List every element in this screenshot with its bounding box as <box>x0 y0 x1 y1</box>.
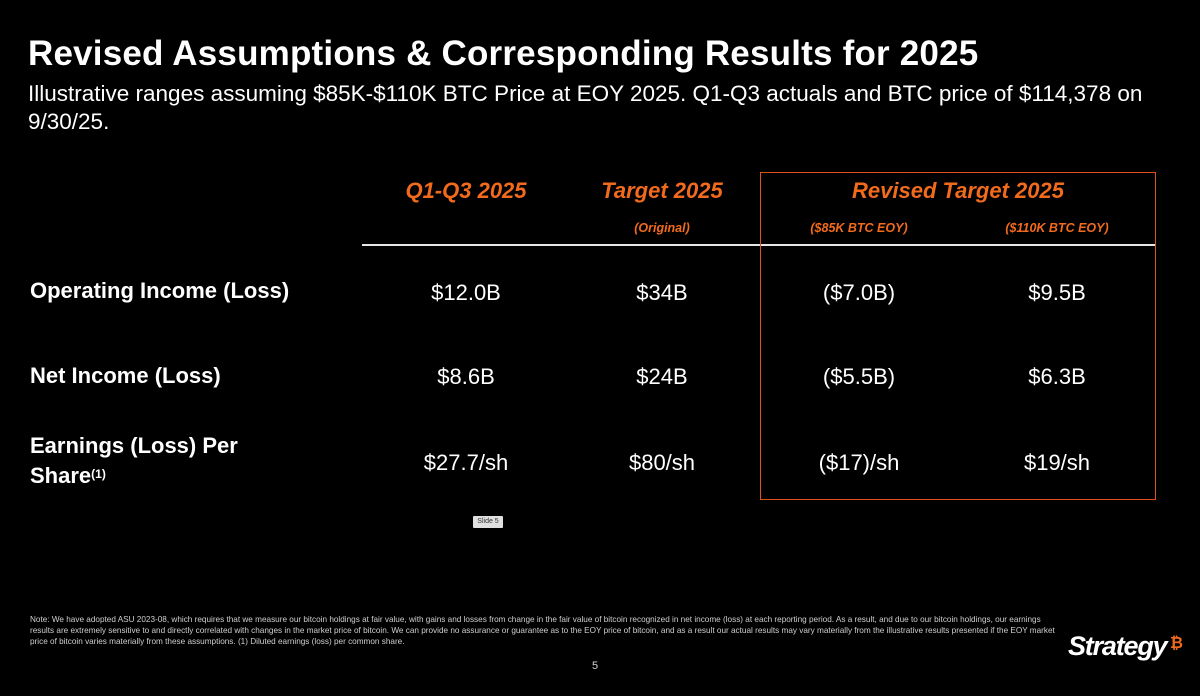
cell-net-85k: ($5.5B) <box>822 364 896 389</box>
slide-subtitle: Illustrative ranges assuming $85K-$110K … <box>28 81 1143 134</box>
row-label-eps-line1: Earnings (Loss) Per <box>30 433 238 458</box>
strategy-logo: Strategy <box>1068 631 1168 661</box>
col-subheader-original: (Original) <box>634 221 690 235</box>
cell-operating-target: $34B <box>636 280 688 305</box>
slide-tag: Slide 5 <box>473 516 503 528</box>
cell-eps-target: $80/sh <box>628 450 696 475</box>
col-subheader-110k: ($110K BTC EOY) <box>1005 221 1109 235</box>
revised-target-box <box>760 172 1156 500</box>
row-label-eps-line2: Share(1) <box>30 461 238 491</box>
header-divider <box>362 244 1156 246</box>
col-header-target: Target 2025 <box>601 178 723 203</box>
cell-operating-85k: ($7.0B) <box>822 280 896 305</box>
footnote-text: Note: We have adopted ASU 2023-08, which… <box>30 615 1055 647</box>
cell-net-target: $24B <box>636 364 688 389</box>
row-label-operating-income: Operating Income (Loss) <box>30 278 290 303</box>
cell-net-q1q3: $8.6B <box>437 364 495 389</box>
col-header-q1q3: Q1-Q3 2025 <box>405 178 527 203</box>
col-header-revised: Revised Target 2025 <box>852 178 1064 203</box>
footnote-ref: (1) <box>91 467 106 481</box>
cell-eps-q1q3: $27.7/sh <box>423 450 509 475</box>
slide-title: Revised Assumptions & Corresponding Resu… <box>28 34 979 73</box>
row-label-eps: Earnings (Loss) Per Share(1) <box>30 431 238 491</box>
bitcoin-mark-icon: ₿ <box>1170 635 1184 652</box>
col-subheader-85k: ($85K BTC EOY) <box>810 221 908 235</box>
cell-operating-110k: $9.5B <box>1028 280 1086 305</box>
row-label-net-income: Net Income (Loss) <box>30 363 221 388</box>
cell-operating-q1q3: $12.0B <box>431 280 501 305</box>
cell-eps-110k: $19/sh <box>1023 450 1091 475</box>
page-number: 5 <box>591 660 599 672</box>
cell-net-110k: $6.3B <box>1028 364 1086 389</box>
cell-eps-85k: ($17)/sh <box>818 450 900 475</box>
row-label-eps-share: Share <box>30 463 92 488</box>
